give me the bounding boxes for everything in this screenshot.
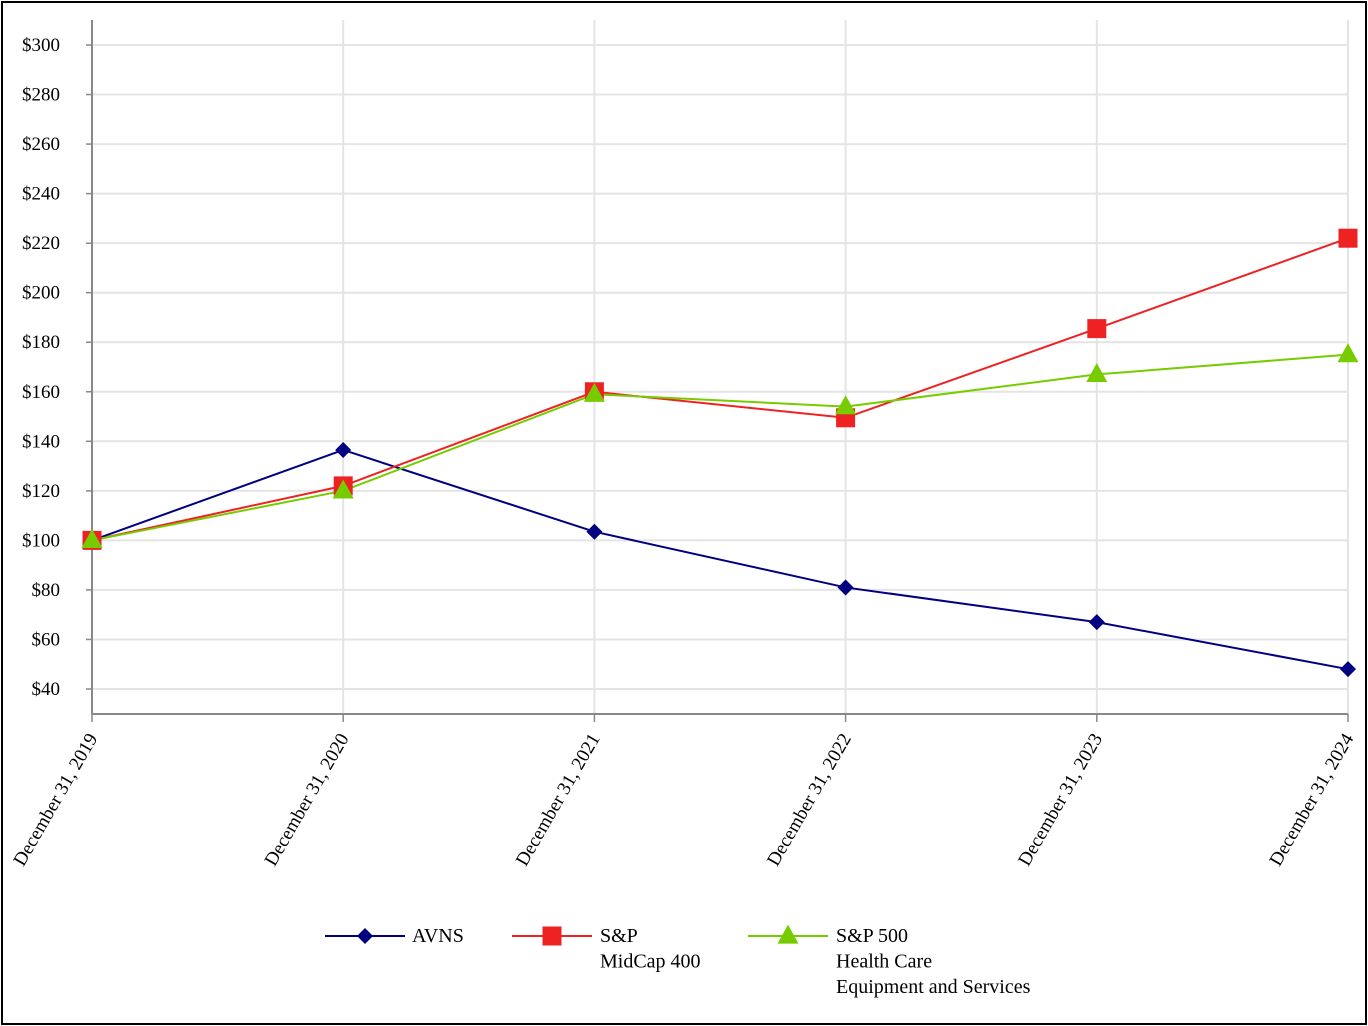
data-point-sp-midcap-400 [1087, 319, 1107, 339]
data-point-avns [1088, 614, 1105, 631]
data-point-sp-500-health-care-equipment-and-services [835, 395, 857, 415]
y-tick-label: $120 [22, 481, 60, 502]
x-tick-label: December 31, 2022 [763, 730, 856, 870]
axes [91, 20, 1348, 715]
data-point-sp-500-health-care-equipment-and-services [332, 479, 354, 499]
data-point-sp-midcap-400 [1338, 228, 1358, 248]
legend-item-avns: AVNS [325, 925, 464, 947]
x-axis: December 31, 2019 December 31, 2020 Decemb… [9, 714, 1359, 870]
x-tick-label: December 31, 2020 [261, 730, 354, 870]
y-tick-label: $200 [22, 283, 60, 304]
grid [92, 20, 1349, 714]
series-line-sp-500-health-care-equipment-and-services [91, 353, 1349, 542]
series-line-sp-midcap-400 [91, 237, 1349, 542]
data-point-sp-500-health-care-equipment-and-services [81, 528, 103, 548]
data-point-avns [1340, 661, 1356, 678]
x-tick-label: December 31, 2019 [9, 730, 102, 870]
series-markers [81, 228, 1359, 678]
data-point-avns [335, 441, 352, 458]
y-tick-label: $220 [22, 233, 60, 254]
y-tick-label: $300 [22, 35, 60, 56]
data-point-avns [586, 523, 603, 540]
legend-label: AVNS [412, 925, 464, 947]
data-point-avns [837, 579, 854, 596]
legend-marker [777, 924, 799, 944]
legend-marker [542, 926, 562, 946]
data-point-sp-500-health-care-equipment-and-services [583, 382, 605, 402]
y-tick-label: $100 [22, 530, 60, 551]
data-point-sp-500-health-care-equipment-and-services [1337, 343, 1359, 363]
y-tick-label: $140 [22, 431, 60, 452]
data-point-sp-500-health-care-equipment-and-services [1086, 363, 1108, 383]
x-tick-label: December 31, 2024 [1265, 730, 1358, 870]
y-tick-label: $260 [22, 134, 60, 155]
y-tick-label: $280 [22, 85, 60, 106]
series-line-avns [91, 448, 1349, 671]
y-axis: $40 $60 $80 $100 $120 $140 $160 $180 $200 $220 $24… [22, 35, 92, 700]
legend-label: S&P [600, 925, 638, 947]
legend-label: Health Care [836, 951, 932, 973]
legend-label: S&P 500 [836, 925, 908, 947]
legend-label: MidCap 400 [600, 951, 701, 973]
x-tick-label: December 31, 2021 [512, 730, 605, 870]
y-tick-label: $60 [32, 629, 61, 650]
y-tick-label: $80 [32, 580, 61, 601]
legend-item-sp-500-health-care-equipment-and-services: S&P 500 Health Care Equipment and Services [748, 924, 1031, 998]
legend-marker [357, 928, 373, 944]
series-lines [91, 237, 1349, 671]
y-tick-label: $40 [32, 679, 61, 700]
y-tick-label: $160 [22, 382, 60, 403]
y-tick-label: $180 [22, 332, 60, 353]
legend: AVNS S&P MidCap 400 S&P 500 Health Care Equip… [325, 924, 1031, 998]
y-tick-label: $240 [22, 184, 60, 205]
legend-label: Equipment and Services [836, 976, 1031, 998]
x-tick-label: December 31, 2023 [1014, 730, 1107, 870]
legend-item-sp-midcap-400: S&P MidCap 400 [512, 925, 701, 973]
